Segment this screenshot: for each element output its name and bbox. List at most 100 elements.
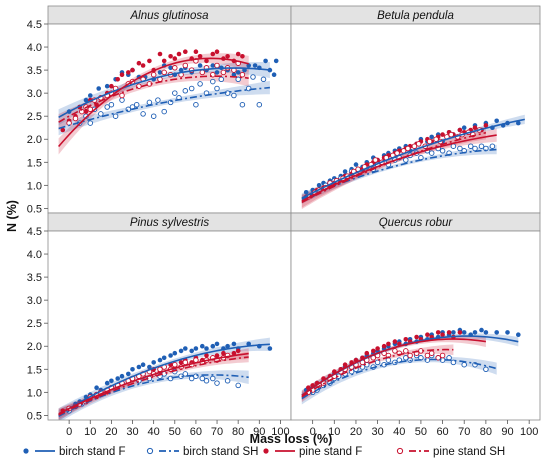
point-birch-stand-f	[109, 378, 114, 384]
legend-marker	[396, 447, 404, 455]
x-tick-label: 30	[371, 426, 383, 438]
point-pine-stand-sh	[161, 69, 167, 76]
point-pine-stand-f	[83, 109, 89, 114]
point-birch-stand-f	[183, 346, 188, 351]
panel-title: Quercus robur	[379, 217, 454, 229]
legend-label: pine stand SH	[433, 446, 505, 458]
point-birch-stand-sh	[224, 378, 231, 384]
x-tick-label: 20	[105, 426, 117, 438]
point-birch-stand-sh	[461, 361, 467, 368]
point-birch-stand-sh	[450, 143, 457, 149]
panel-pinus-sylvestris: Pinus sylvestris	[44, 212, 292, 424]
point-birch-stand-f	[94, 385, 99, 391]
point-birch-stand-sh	[199, 375, 206, 382]
y-tick-label: 4.5	[27, 226, 42, 238]
point-birch-stand-f	[178, 348, 184, 354]
point-pine-stand-f	[221, 350, 226, 356]
point-birch-stand-f	[119, 373, 125, 379]
x-tick-label: 30	[126, 426, 138, 438]
point-birch-stand-sh	[218, 76, 225, 83]
point-pine-stand-sh	[372, 157, 379, 163]
point-birch-stand-f	[231, 72, 237, 77]
fit-line-pine-stand-f	[301, 338, 487, 397]
point-birch-stand-sh	[210, 375, 216, 382]
panel-alnus-glutinosa: Alnus glutinosa	[44, 5, 292, 214]
point-birch-stand-sh	[161, 108, 167, 115]
point-birch-stand-f	[151, 360, 156, 365]
point-birch-stand-f	[161, 355, 167, 361]
plot-content	[57, 49, 279, 155]
confidence-band-pine-stand-f	[301, 128, 497, 208]
point-pine-stand-f	[178, 360, 184, 365]
point-birch-stand-sh	[193, 101, 199, 108]
legend-marker	[263, 448, 269, 454]
point-pine-stand-f	[440, 132, 445, 137]
point-birch-stand-sh	[172, 90, 178, 96]
y-tick-label: 4.0	[27, 249, 42, 261]
point-birch-stand-f	[157, 70, 163, 75]
y-tick-label: 4.0	[27, 42, 42, 54]
point-pine-stand-f	[136, 60, 142, 66]
x-tick-label: 70	[458, 426, 470, 438]
point-birch-stand-sh	[235, 76, 241, 83]
point-birch-stand-sh	[235, 382, 241, 389]
point-pine-stand-f	[371, 348, 376, 354]
point-pine-stand-f	[235, 348, 241, 354]
point-pine-stand-f	[240, 54, 245, 59]
point-birch-stand-sh	[472, 145, 478, 152]
point-pine-stand-sh	[220, 69, 227, 76]
point-pine-stand-sh	[172, 65, 178, 71]
point-birch-stand-sh	[150, 113, 157, 119]
x-tick-label: 100	[520, 426, 538, 438]
point-birch-stand-f	[88, 93, 93, 98]
point-birch-stand-sh	[428, 150, 435, 156]
panel-frame	[290, 230, 541, 421]
plot-area	[291, 231, 540, 420]
fit-line-birch-stand-f	[301, 118, 525, 199]
point-birch-stand-f	[210, 63, 216, 68]
point-birch-stand-f	[516, 120, 521, 126]
point-birch-stand-f	[516, 332, 521, 338]
x-tick-label: 0	[66, 426, 72, 438]
point-birch-stand-sh	[146, 99, 153, 106]
point-pine-stand-f	[457, 330, 463, 335]
point-pine-stand-sh	[150, 71, 157, 78]
point-pine-stand-f	[109, 83, 114, 89]
x-tick-label: 80	[232, 426, 244, 438]
panels: Alnus glutinosa Betula pendula Pinus sylve…	[44, 5, 541, 424]
point-pine-stand-f	[140, 63, 146, 68]
x-axis-title: Mass loss (%)	[250, 432, 333, 446]
x-tick-label: 60	[190, 426, 202, 438]
point-pine-stand-f	[425, 332, 430, 338]
point-birch-stand-f	[104, 380, 110, 386]
point-pine-stand-f	[446, 330, 452, 335]
y-tick-label: 4.5	[27, 19, 42, 31]
point-birch-stand-sh	[182, 371, 189, 377]
point-pine-stand-sh	[87, 106, 94, 113]
point-pine-stand-sh	[199, 69, 206, 76]
point-birch-stand-f	[494, 118, 500, 124]
point-birch-stand-sh	[403, 355, 409, 361]
y-tick-label: 2.0	[27, 341, 42, 353]
fit-line-pine-stand-f	[57, 57, 249, 148]
point-birch-stand-f	[303, 190, 309, 195]
point-birch-stand-sh	[203, 378, 210, 384]
point-pine-stand-f	[392, 339, 398, 344]
point-pine-stand-f	[225, 54, 230, 59]
point-pine-stand-f	[210, 51, 216, 57]
point-pine-stand-f	[386, 341, 391, 347]
point-pine-stand-sh	[439, 352, 446, 359]
plot-content	[58, 337, 273, 420]
point-birch-stand-f	[136, 364, 142, 370]
legend-label: birch stand SH	[183, 446, 258, 458]
point-birch-stand-f	[214, 341, 220, 347]
point-pine-stand-f	[193, 49, 199, 54]
point-pine-stand-f	[204, 58, 209, 64]
y-tick-label: 1.0	[27, 387, 42, 399]
point-pine-stand-f	[119, 72, 125, 77]
point-birch-stand-sh	[239, 101, 246, 108]
point-birch-stand-f	[168, 65, 173, 71]
panel-quercus-robur: Quercus robur	[290, 212, 541, 424]
x-tick-label: 10	[84, 426, 96, 438]
